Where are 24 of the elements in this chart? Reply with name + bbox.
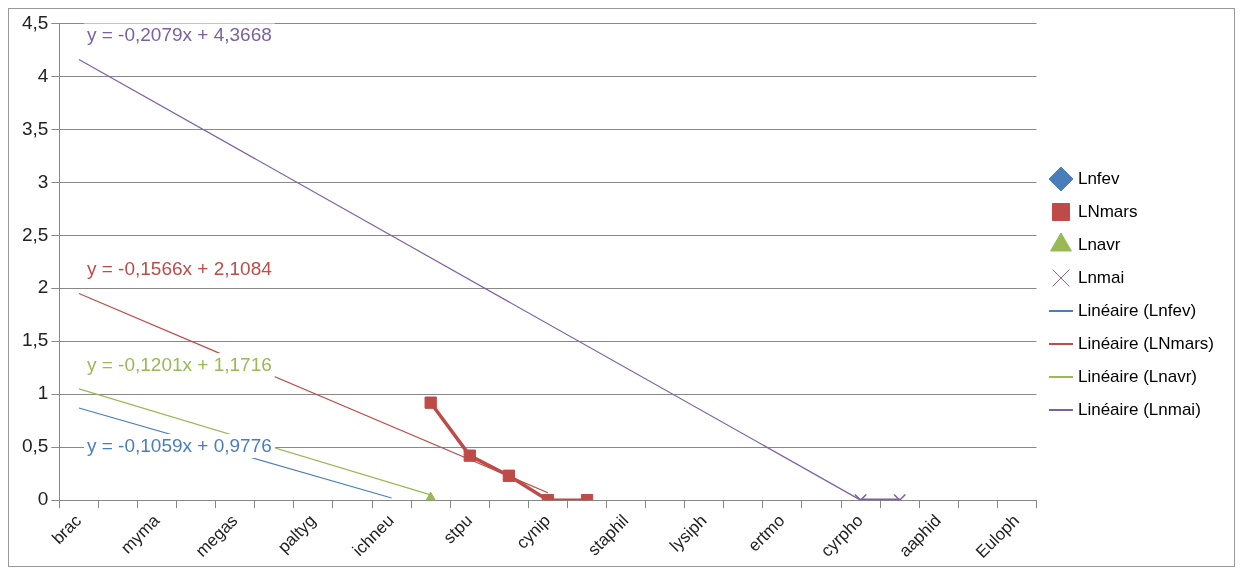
y-tick-label: 0 bbox=[37, 488, 49, 510]
y-tick-label: 4 bbox=[37, 64, 49, 86]
annotation: y = -0,1201x + 1,1716 bbox=[86, 353, 272, 375]
legend-label: Linéaire (LNmars) bbox=[1077, 333, 1215, 353]
legend-label: LNmars bbox=[1077, 201, 1138, 221]
legend-label: Lnfev bbox=[1077, 168, 1121, 188]
y-tick-label: 1,5 bbox=[21, 329, 49, 351]
y-tick-label: 2,5 bbox=[21, 223, 49, 245]
y-tick-label: 0,5 bbox=[21, 435, 49, 457]
annotation: y = -0,2079x + 4,3668 bbox=[86, 24, 272, 46]
annotation: y = -0,1566x + 2,1084 bbox=[86, 258, 273, 280]
legend-label: Linéaire (Lnmai) bbox=[1077, 399, 1201, 419]
y-tick-label: 3,5 bbox=[21, 117, 49, 139]
legend-label: Linéaire (Lnavr) bbox=[1077, 366, 1198, 386]
x-tick-label: stpu bbox=[439, 511, 476, 548]
y-tick-label: 1 bbox=[37, 382, 49, 404]
y-tick-label: 2 bbox=[37, 276, 49, 298]
legend-label: Linéaire (Lnfev) bbox=[1077, 300, 1197, 320]
y-tick-label: 3 bbox=[37, 170, 49, 192]
y-tick-label: 4,5 bbox=[21, 11, 49, 33]
annotation: y = -0,1059x + 0,9776 bbox=[86, 434, 272, 456]
x-tick-label: brac bbox=[48, 510, 86, 548]
legend-label: Lnavr bbox=[1077, 234, 1121, 254]
legend-label: Lnmai bbox=[1077, 267, 1125, 287]
